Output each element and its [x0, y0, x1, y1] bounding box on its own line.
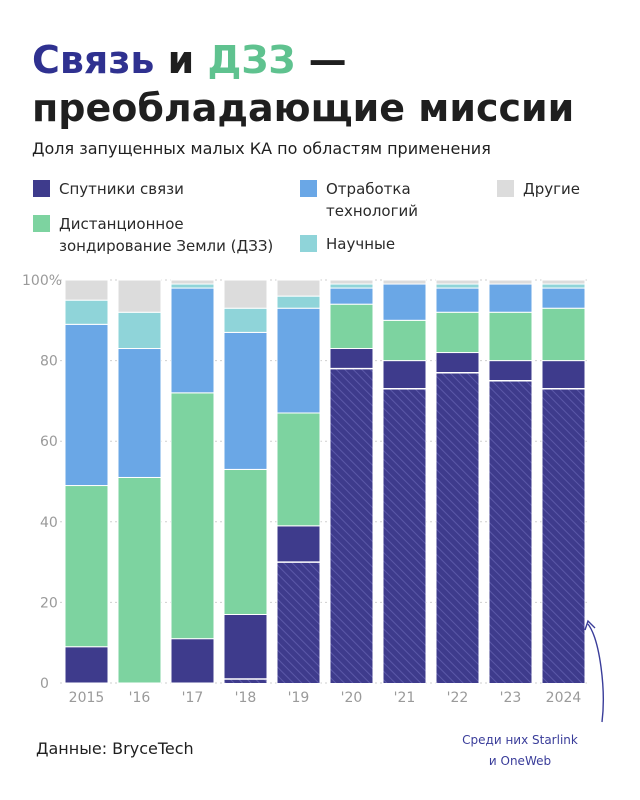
legend-swatch-communications [33, 180, 50, 197]
bar-segment [170, 392, 215, 640]
x-tick-label: '23 [500, 690, 522, 706]
bar-segment [117, 476, 162, 684]
bar-segment [488, 283, 533, 313]
bars [64, 279, 586, 684]
bar-segment [223, 279, 268, 309]
title-rest: — преобладающие миссии [32, 38, 575, 130]
bar-segment [223, 468, 268, 615]
x-tick-label: 2015 [69, 690, 105, 706]
starlink-oneweb-segment [436, 372, 479, 683]
legend-label-communications: Спутники связи [59, 180, 184, 198]
bar-segment [170, 287, 215, 394]
legend-label-technology: Отработка технологий [326, 180, 418, 220]
legend-swatch-technology [300, 180, 317, 197]
starlink-oneweb-segment [542, 388, 585, 683]
title-word-svyaz: Связь [32, 38, 155, 82]
title-word-dzz: ДЗЗ [207, 38, 296, 82]
legend-item-technology: Отработка технологий [300, 178, 418, 222]
bar-segment [382, 283, 427, 321]
data-source: Данные: BryceTech [36, 739, 194, 758]
bar-segment [170, 279, 215, 285]
x-tick-label: '22 [447, 690, 469, 706]
bar-segment [276, 307, 321, 414]
starlink-oneweb-segment [330, 368, 373, 683]
x-tick-label: '19 [288, 690, 310, 706]
bar-segment [117, 279, 162, 313]
starlink-oneweb-segment [277, 562, 320, 683]
legend-label-other: Другие [523, 180, 580, 198]
bar-segment [223, 307, 268, 333]
legend-label-earth-observation: Дистанционное зондирование Земли (ДЗЗ) [59, 215, 274, 255]
bar-segment [64, 323, 109, 487]
y-tick-label: 80 [40, 354, 58, 370]
bar-segment [117, 348, 162, 478]
bar-segment [276, 279, 321, 297]
bar-segment [329, 287, 374, 305]
legend-label-science: Научные [326, 235, 396, 253]
y-tick-label: 60 [40, 434, 58, 450]
legend-item-science: Научные [300, 233, 395, 255]
bar-segment [435, 287, 480, 313]
bar-segment [223, 331, 268, 470]
chart-subtitle: Доля запущенных малых КА по областям при… [32, 139, 491, 158]
bar-segment [64, 279, 109, 301]
bar-segment [276, 412, 321, 527]
bar-segment [329, 279, 374, 285]
starlink-oneweb-segment [224, 678, 267, 683]
y-tick-label: 100% [22, 273, 62, 289]
bar-segment [276, 295, 321, 309]
bar-segment [541, 287, 586, 309]
bar-segment [223, 613, 268, 684]
bar-segment [64, 646, 109, 684]
x-tick-label: '17 [182, 690, 204, 706]
bar-segment [170, 638, 215, 684]
bar-segment [488, 279, 533, 285]
starlink-oneweb-segment [383, 388, 426, 683]
x-tick-label: '16 [129, 690, 151, 706]
x-tick-label: '20 [341, 690, 363, 706]
x-tick-label: '18 [235, 690, 257, 706]
starlink-oneweb-annotation: Среди них Starlink и OneWeb [462, 733, 578, 768]
x-axis: 2015 '16 '17 '18 '19 '20 '21 '22 '23 2024 [69, 690, 582, 706]
annotation-arrow-head [584, 619, 596, 631]
bar-segment [435, 279, 480, 285]
x-tick-label: '21 [394, 690, 416, 706]
bar-segment [329, 283, 374, 289]
legend-item-other: Другие [497, 178, 580, 200]
legend-item-earth-observation: Дистанционное зондирование Земли (ДЗЗ) [33, 213, 273, 257]
bar-segment [117, 311, 162, 350]
y-tick-label: 20 [40, 595, 58, 611]
bar-segment [435, 283, 480, 289]
bar-segment [435, 311, 480, 354]
bar-segment [64, 485, 109, 648]
bar-segment [382, 279, 427, 285]
bar-segment [329, 303, 374, 350]
starlink-oneweb-segment [489, 380, 532, 683]
bar-segment [541, 279, 586, 285]
title-word-i: и [154, 38, 208, 82]
legend-swatch-earth-observation [33, 215, 50, 232]
legend-swatch-science [300, 235, 317, 252]
y-tick-label: 0 [40, 676, 49, 692]
y-tick-label: 40 [40, 515, 58, 531]
bar-segment [382, 319, 427, 362]
x-tick-label: 2024 [546, 690, 582, 706]
annotation-arrow-line [587, 623, 604, 723]
bar-segment [488, 311, 533, 362]
legend-item-communications: Спутники связи [33, 178, 184, 200]
page-title: Связь и ДЗЗ — преобладающие миссии [32, 36, 622, 132]
bar-segment [541, 307, 586, 362]
y-axis: 0 20 40 60 80 100% [22, 273, 62, 692]
legend-swatch-other [497, 180, 514, 197]
bar-segment [541, 283, 586, 289]
bar-segment [64, 299, 109, 325]
bar-segment [170, 283, 215, 289]
